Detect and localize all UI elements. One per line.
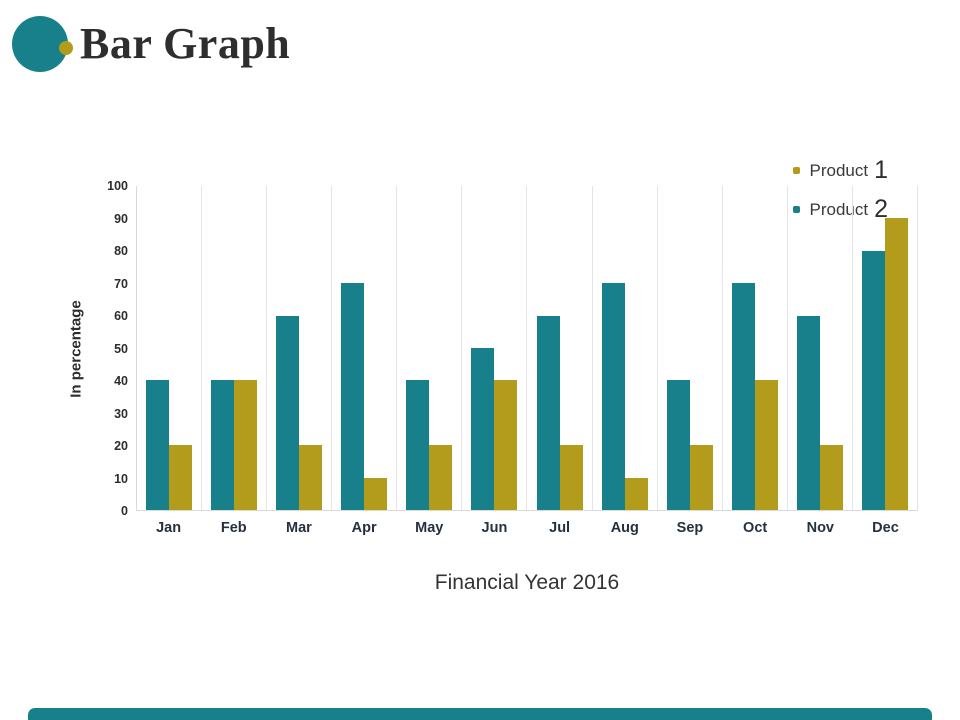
bar-product-1-mar xyxy=(299,445,323,510)
bar-product-1-aug xyxy=(624,477,648,510)
x-tick-label-may: May xyxy=(415,520,444,536)
bar-product-1-jan xyxy=(169,445,193,510)
bar-group-mar xyxy=(267,186,333,510)
bar-product-1-dec xyxy=(884,218,908,510)
legend-marker xyxy=(792,167,800,174)
bar-group-nov xyxy=(788,186,853,510)
legend-number: 1 xyxy=(874,156,888,184)
bar-group-jun xyxy=(462,186,528,510)
x-tick-label-apr: Apr xyxy=(351,520,377,536)
bar-product-2-apr xyxy=(341,283,365,510)
bar-group-aug xyxy=(593,186,658,510)
y-axis-title: In percentage xyxy=(67,299,85,398)
legend-label: Product xyxy=(809,199,869,219)
x-tick-label-oct: Oct xyxy=(743,520,768,536)
x-tick-label-nov: Nov xyxy=(806,520,834,536)
bar-group-apr xyxy=(332,186,398,510)
legend-item-product-2: Product 2 xyxy=(792,195,888,223)
bar-chart: In percentage 100 90 80 70 60 50 40 30 20 10 0 Jan… xyxy=(62,179,918,595)
bar-group-may xyxy=(397,186,463,510)
teal-circle-decoration xyxy=(12,16,68,72)
x-tick-label-sep: Sep xyxy=(676,520,704,536)
footer-accent-bar xyxy=(28,708,932,720)
x-axis-ticks: Jan Feb Mar Apr May Jun Jul Aug Sep Oct Nov Dec xyxy=(136,511,918,545)
bar-group-oct xyxy=(723,186,788,510)
bar-product-2-aug xyxy=(601,283,625,510)
legend-marker xyxy=(792,206,800,213)
bar-product-2-nov xyxy=(796,315,820,510)
bar-group-jul xyxy=(527,186,593,510)
bar-product-2-jul xyxy=(536,315,560,510)
x-tick-label-aug: Aug xyxy=(610,520,639,536)
y-axis-title-wrap: In percentage xyxy=(62,186,90,511)
bar-product-2-jun xyxy=(471,348,495,510)
legend-label: Product xyxy=(809,160,869,180)
bar-group-jan xyxy=(137,186,203,510)
y-axis-ticks: 100 90 80 70 60 50 40 30 20 10 0 xyxy=(107,179,128,518)
x-tick-label-feb: Feb xyxy=(220,520,247,536)
bar-product-2-dec xyxy=(861,250,885,510)
bar-product-1-feb xyxy=(234,380,258,510)
bar-product-2-oct xyxy=(731,283,755,510)
bar-product-1-sep xyxy=(689,445,713,510)
bar-product-1-oct xyxy=(754,380,778,510)
x-tick-label-jul: Jul xyxy=(549,520,571,536)
bar-product-2-jan xyxy=(146,380,170,510)
bar-product-2-feb xyxy=(211,380,235,510)
x-tick-label-jan: Jan xyxy=(156,520,182,536)
bar-group-sep xyxy=(658,186,723,510)
bar-product-1-apr xyxy=(364,477,388,510)
bar-product-2-mar xyxy=(276,315,300,510)
bar-product-1-nov xyxy=(819,445,843,510)
bar-product-2-may xyxy=(406,380,430,510)
bar-product-1-jul xyxy=(559,445,583,510)
x-tick-label-mar: Mar xyxy=(286,520,312,536)
bar-product-1-jun xyxy=(494,380,518,510)
bar-product-1-may xyxy=(429,445,453,510)
bar-group-feb xyxy=(202,186,268,510)
x-axis-title: Financial Year 2016 xyxy=(434,571,620,594)
legend-number: 2 xyxy=(874,195,888,223)
legend-item-product-1: Product 1 xyxy=(792,156,888,184)
bar-product-2-sep xyxy=(666,380,690,510)
plot-area xyxy=(136,186,918,511)
gold-dot-decoration xyxy=(59,41,73,55)
page-title: Bar Graph xyxy=(80,19,291,68)
chart-legend: Product 1 Product 2 xyxy=(792,156,888,236)
x-tick-label-dec: Dec xyxy=(872,520,899,536)
bar-group-dec xyxy=(853,186,918,510)
x-tick-label-jun: Jun xyxy=(481,520,508,536)
